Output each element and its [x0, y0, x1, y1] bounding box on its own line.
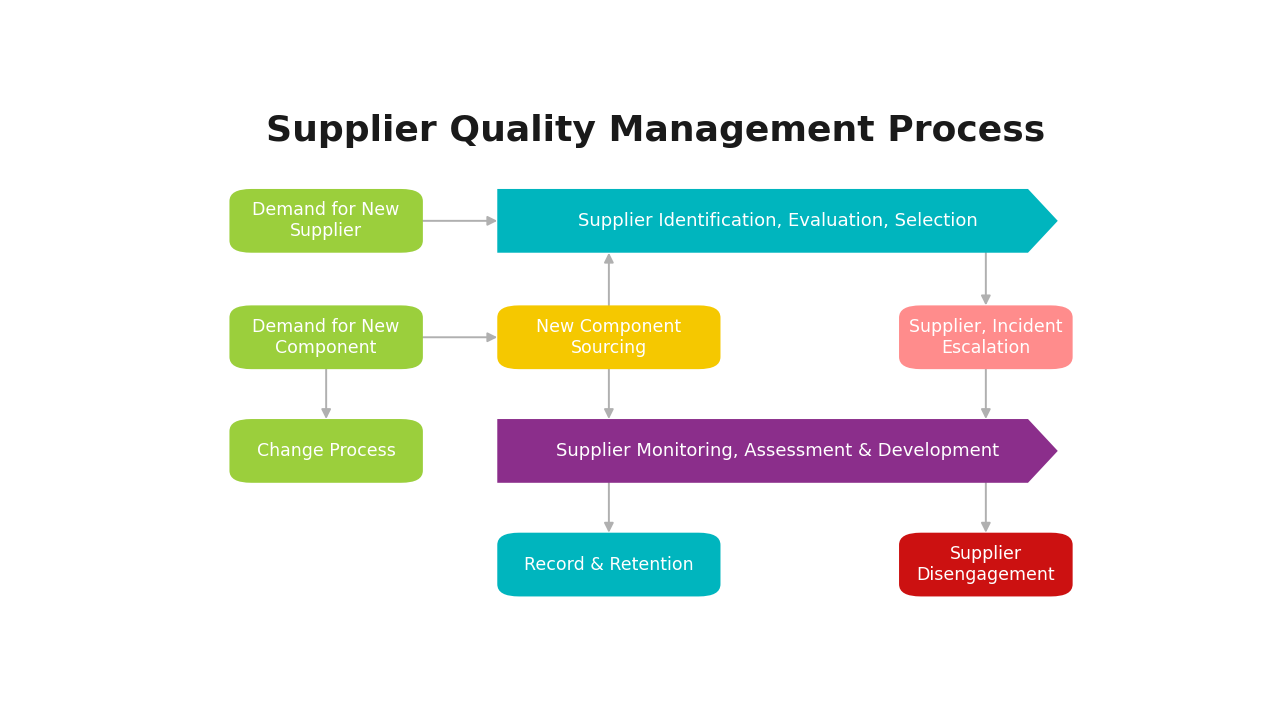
FancyBboxPatch shape: [899, 305, 1073, 369]
FancyBboxPatch shape: [498, 533, 721, 596]
Text: Record & Retention: Record & Retention: [524, 556, 694, 574]
Text: New Component
Sourcing: New Component Sourcing: [536, 318, 681, 356]
Text: Demand for New
Supplier: Demand for New Supplier: [252, 202, 399, 240]
Text: Supplier Quality Management Process: Supplier Quality Management Process: [266, 114, 1046, 148]
FancyBboxPatch shape: [498, 305, 721, 369]
Text: Supplier Identification, Evaluation, Selection: Supplier Identification, Evaluation, Sel…: [577, 212, 978, 230]
FancyBboxPatch shape: [229, 189, 422, 253]
FancyBboxPatch shape: [229, 305, 422, 369]
Text: Demand for New
Component: Demand for New Component: [252, 318, 399, 356]
Text: Supplier Monitoring, Assessment & Development: Supplier Monitoring, Assessment & Develo…: [556, 442, 1000, 460]
Polygon shape: [498, 189, 1057, 253]
Text: Change Process: Change Process: [257, 442, 396, 460]
FancyBboxPatch shape: [229, 419, 422, 483]
Text: Supplier, Incident
Escalation: Supplier, Incident Escalation: [909, 318, 1062, 356]
Text: Supplier
Disengagement: Supplier Disengagement: [916, 545, 1055, 584]
Polygon shape: [498, 419, 1057, 483]
FancyBboxPatch shape: [899, 533, 1073, 596]
